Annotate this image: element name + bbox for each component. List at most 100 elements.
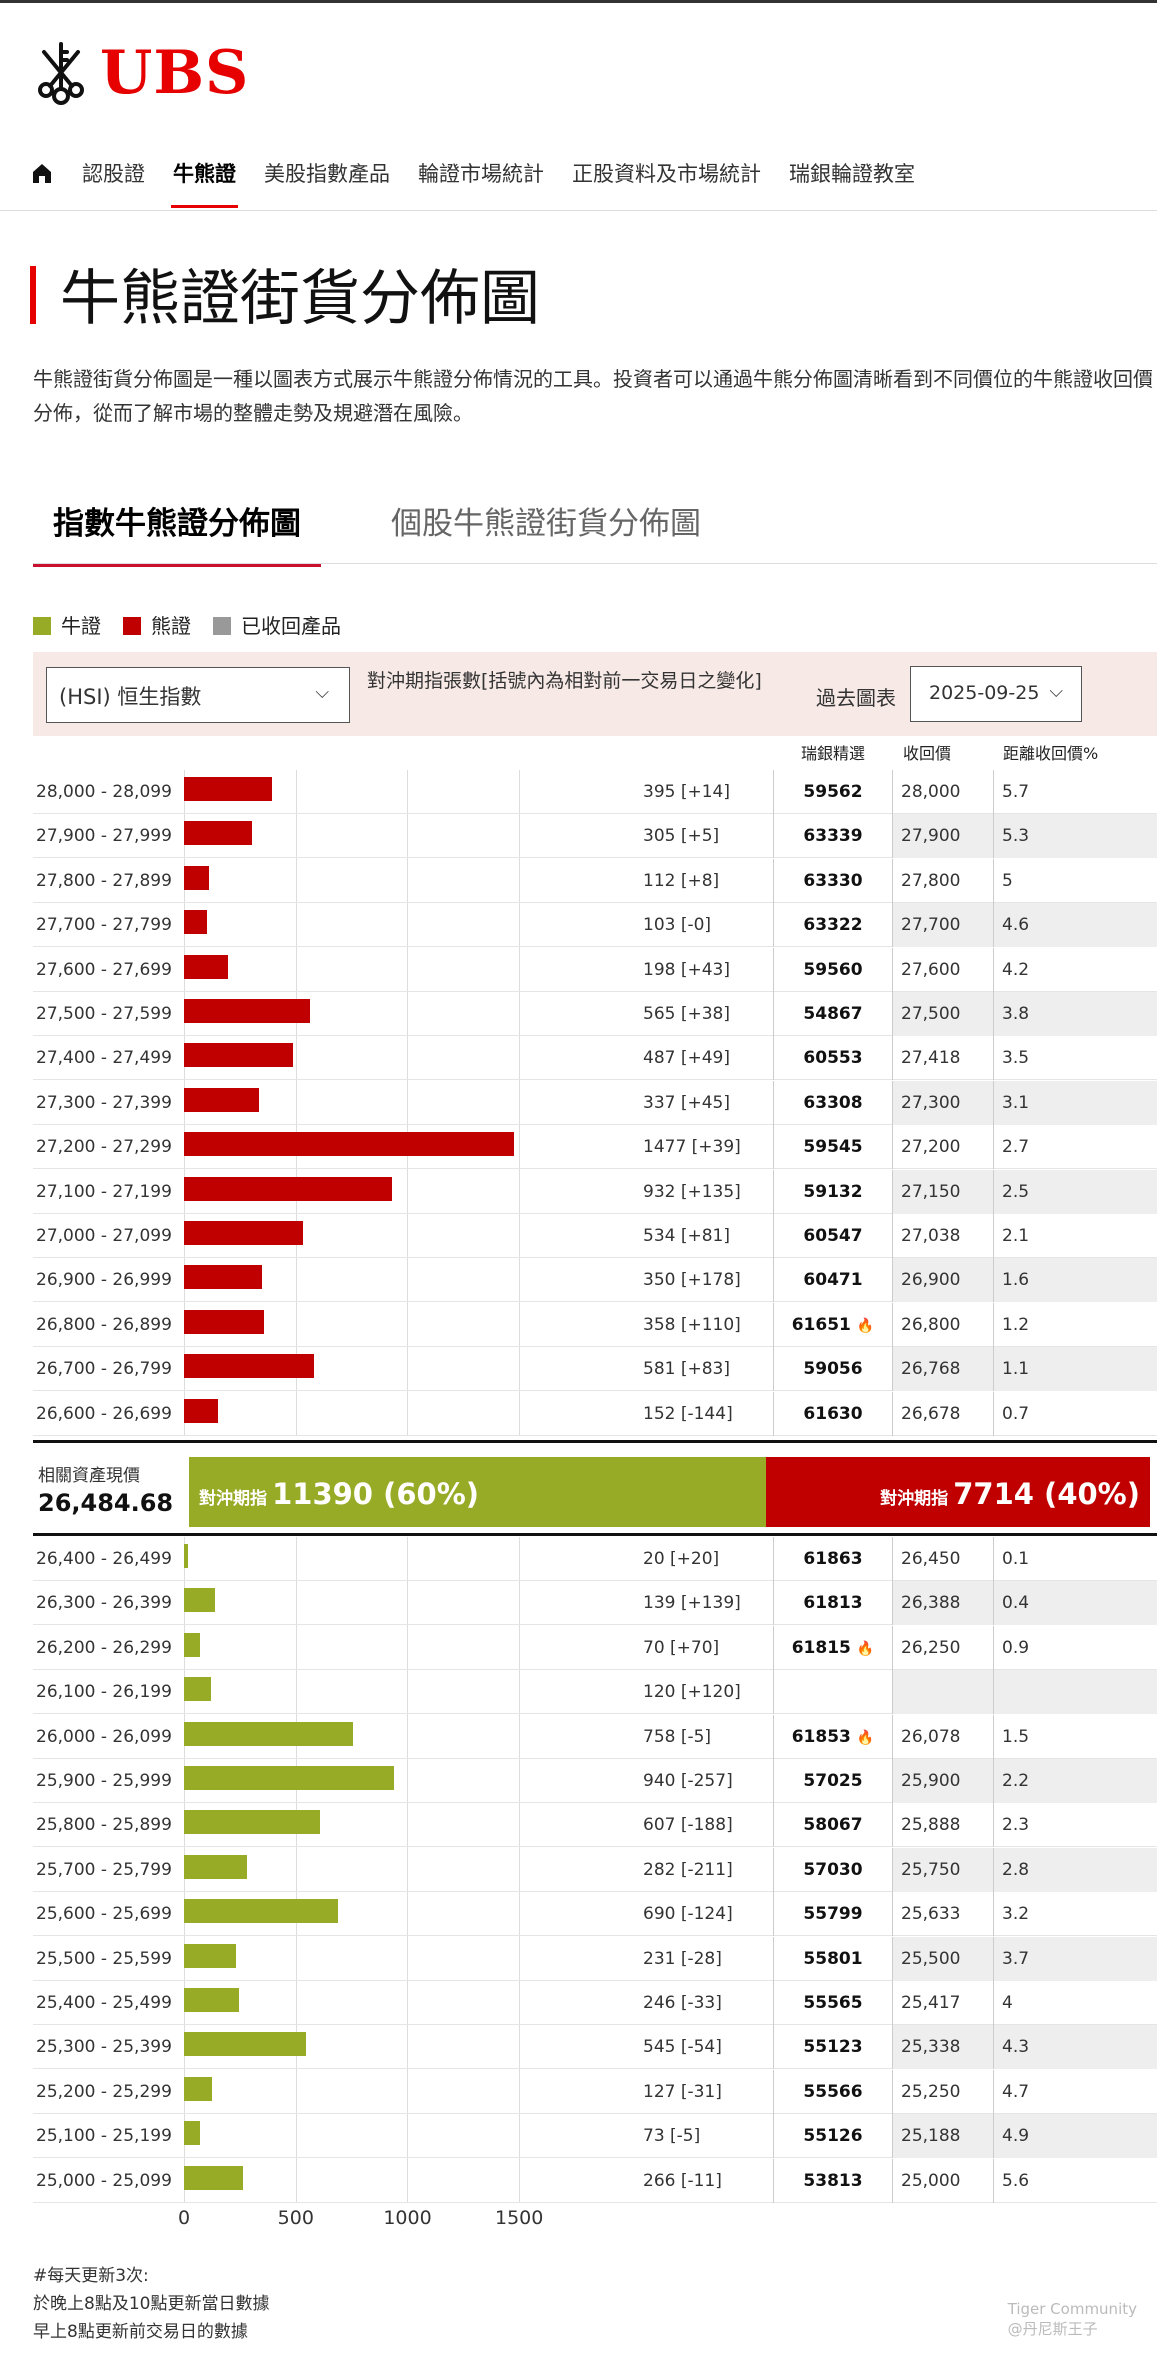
ubs-code[interactable]: 61630 [773, 1391, 893, 1436]
ubs-code[interactable]: 55123 [773, 2025, 893, 2070]
nav-item-cbbc[interactable]: 牛熊證 [171, 158, 238, 208]
call-price: 27,600 [901, 959, 961, 980]
bull-bar[interactable] [184, 1588, 216, 1613]
nav-item-stock-data[interactable]: 正股資料及市場統計 [572, 162, 761, 186]
ubs-code[interactable]: 61863 [773, 1537, 893, 1581]
bull-bar[interactable] [184, 1721, 354, 1746]
bull-bar[interactable] [184, 1943, 236, 1968]
ubs-code[interactable] [773, 1670, 893, 1715]
legend-bear: 熊證 [123, 610, 191, 639]
bull-bar[interactable] [184, 1632, 200, 1657]
contract-count: 20 [+20] [643, 1549, 720, 1569]
watermark: Tiger Community @丹尼斯王子 [1007, 2300, 1137, 2338]
gridline [518, 1537, 520, 2203]
distance-percent: 3.7 [993, 1936, 1157, 1981]
bear-bar[interactable] [184, 954, 229, 979]
call-price: 27,700 [893, 903, 993, 948]
table-row: 27,600 - 27,699 198 [+43] 59560 27,600 4.2 [33, 947, 1157, 992]
nav-item-market-stats[interactable]: 輪證市場統計 [418, 162, 544, 186]
bear-bar[interactable] [184, 999, 311, 1023]
contract-count: 70 [+70] [643, 1637, 720, 1658]
contract-count: 350 [+178] [643, 1270, 741, 1291]
price-range: 27,000 - 27,099 [36, 1226, 172, 1246]
ubs-code[interactable]: 63330 [773, 858, 893, 903]
bear-bar[interactable] [184, 1043, 293, 1068]
bull-bar[interactable] [184, 1988, 239, 2012]
ubs-code[interactable]: 55565 [773, 1981, 893, 2025]
gridline [518, 770, 520, 1436]
bear-bar[interactable] [184, 777, 273, 801]
bull-bar[interactable] [184, 1766, 394, 1790]
bear-bar[interactable] [184, 1398, 218, 1423]
ubs-code[interactable]: 55566 [773, 2069, 893, 2114]
bear-bar[interactable] [184, 865, 209, 890]
call-price: 27,200 [901, 1137, 961, 1158]
ubs-code[interactable]: 55799 [773, 1892, 893, 1937]
contract-count: 1477 [+39] [643, 1137, 741, 1158]
ubs-code[interactable]: 59056 [773, 1347, 893, 1392]
ubs-code[interactable]: 63339 [773, 814, 893, 859]
distance-percent: 3.1 [993, 1080, 1157, 1125]
ubs-code[interactable]: 58067 [773, 1803, 893, 1848]
bear-bar[interactable] [184, 1132, 514, 1157]
nav-item-us-index[interactable]: 美股指數產品 [264, 162, 390, 186]
bear-bar[interactable] [184, 1265, 263, 1290]
bull-bar[interactable] [184, 2032, 306, 2057]
index-select[interactable]: (HSI) 恒生指數 ⌵ [46, 667, 350, 723]
ubs-code[interactable]: 61853 🔥 [773, 1714, 893, 1759]
ubs-code[interactable]: 63308 [773, 1080, 893, 1125]
distance-percent: 0.7 [993, 1391, 1157, 1436]
bull-bar[interactable] [184, 2076, 213, 2101]
ubs-code[interactable]: 60553 [773, 1036, 893, 1081]
bear-bar[interactable] [184, 1176, 393, 1201]
ubs-code[interactable]: 57025 [773, 1759, 893, 1803]
ubs-code[interactable]: 53813 [773, 2158, 893, 2203]
ubs-code[interactable]: 57030 [773, 1847, 893, 1892]
call-price: 25,000 [901, 2170, 961, 2191]
tab-stock-cbbc[interactable]: 個股牛熊證街貨分佈圖 [391, 506, 701, 542]
ubs-code[interactable]: 59562 [773, 770, 893, 814]
home-icon[interactable] [30, 161, 54, 185]
ubs-code[interactable]: 55801 [773, 1936, 893, 1981]
ubs-code[interactable]: 63322 [773, 903, 893, 948]
bull-bar[interactable] [184, 2121, 201, 2146]
tab-index-cbbc[interactable]: 指數牛熊證分佈圖 [33, 498, 321, 567]
ubs-code[interactable]: 55126 [773, 2114, 893, 2159]
table-row: 25,900 - 25,999 940 [-257] 57025 25,900 2.2 [33, 1759, 1157, 1803]
gridline [295, 1537, 297, 2203]
x-tick-label: 0 [178, 2207, 191, 2229]
ubs-code[interactable]: 59545 [773, 1125, 893, 1170]
nav-item-education[interactable]: 瑞銀輪證教室 [789, 162, 915, 186]
ubs-code[interactable]: 61651 🔥 [773, 1302, 893, 1347]
contract-count: 534 [+81] [643, 1226, 730, 1246]
ubs-code[interactable]: 60547 [773, 1214, 893, 1258]
bear-bar[interactable] [184, 910, 207, 935]
ubs-code[interactable]: 59132 [773, 1169, 893, 1214]
call-price: 25,188 [893, 2114, 993, 2159]
ubs-code[interactable]: 59560 [773, 947, 893, 992]
ubs-logo[interactable]: UBS [30, 38, 249, 108]
nav-item-warrants[interactable]: 認股證 [82, 162, 145, 186]
bear-bar[interactable] [184, 1354, 314, 1379]
ubs-code[interactable]: 61815 🔥 [773, 1625, 893, 1670]
bear-bar[interactable] [184, 821, 253, 846]
price-range: 27,500 - 27,599 [36, 1004, 172, 1024]
bull-bar[interactable] [184, 1899, 339, 1924]
ubs-code[interactable]: 61813 [773, 1581, 893, 1626]
ubs-code[interactable]: 60471 [773, 1258, 893, 1303]
bull-bar[interactable] [184, 1810, 320, 1835]
bull-bar[interactable] [184, 1854, 247, 1879]
contract-count: 690 [-124] [643, 1904, 733, 1925]
price-range: 26,600 - 26,699 [36, 1403, 172, 1424]
table-row: 27,200 - 27,299 1477 [+39] 59545 27,200 2.7 [33, 1125, 1157, 1170]
bear-bar[interactable] [184, 1087, 260, 1112]
table-row: 27,800 - 27,899 112 [+8] 63330 27,800 5 [33, 858, 1157, 903]
bull-bar[interactable] [184, 1677, 211, 1702]
date-select[interactable]: 2025-09-25 ⌵ [910, 666, 1082, 722]
table-row: 25,700 - 25,799 282 [-211] 57030 25,750 2.8 [33, 1847, 1157, 1892]
ubs-code[interactable]: 54867 [773, 992, 893, 1036]
bear-bar[interactable] [184, 1221, 304, 1245]
bear-bar[interactable] [184, 1309, 264, 1334]
bull-bar[interactable] [184, 2165, 244, 2190]
bull-bar[interactable] [184, 1544, 189, 1568]
